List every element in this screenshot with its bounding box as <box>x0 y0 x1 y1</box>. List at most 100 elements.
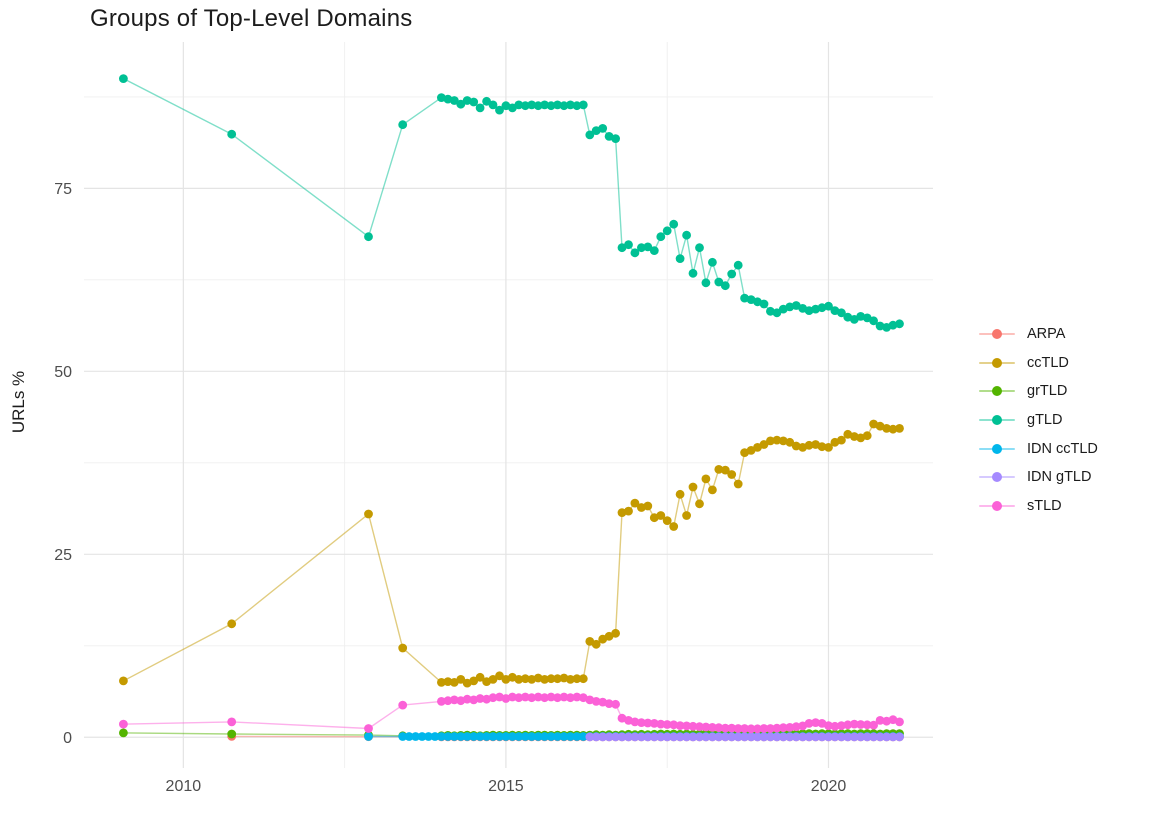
data-point <box>862 720 872 730</box>
data-point <box>798 732 808 742</box>
data-point <box>449 96 459 105</box>
data-point <box>701 722 711 732</box>
data-point <box>417 732 427 741</box>
data-point <box>759 299 769 309</box>
data-point <box>869 720 878 730</box>
data-point <box>630 732 640 742</box>
data-point <box>701 278 711 288</box>
data-point <box>785 732 795 742</box>
data-point <box>364 509 373 519</box>
data-point <box>843 732 853 742</box>
data-point <box>611 628 620 638</box>
data-point <box>895 319 904 329</box>
data-point <box>778 723 788 733</box>
data-point <box>520 101 530 111</box>
data-point <box>766 732 775 742</box>
data-point <box>714 732 724 742</box>
x-tick-label: 2015 <box>488 778 524 795</box>
data-point <box>227 717 237 727</box>
data-point <box>649 719 659 728</box>
data-point <box>740 724 749 733</box>
data-point <box>559 732 569 741</box>
legend-key-icon <box>979 442 1015 456</box>
series-line <box>123 77 900 329</box>
data-point <box>495 671 504 681</box>
data-point <box>566 675 575 684</box>
data-point <box>856 732 866 742</box>
data-point <box>456 732 466 741</box>
data-point <box>566 693 575 703</box>
legend: ARPA ccTLD grTLD gTLD IDN ccTLD IDN gTLD sTLD <box>979 320 1098 520</box>
data-point <box>714 465 724 474</box>
data-point <box>888 732 898 742</box>
data-point <box>630 498 640 508</box>
data-point <box>398 732 408 741</box>
legend-key-icon <box>979 470 1015 484</box>
legend-item-arpa: ARPA <box>979 320 1098 349</box>
data-point <box>475 672 485 682</box>
data-point <box>566 732 575 741</box>
data-point <box>759 732 769 742</box>
data-point <box>488 100 498 110</box>
data-point <box>695 722 704 732</box>
data-point <box>772 308 782 318</box>
data-point <box>559 692 569 702</box>
data-point <box>546 674 556 684</box>
data-point <box>811 718 820 727</box>
data-point <box>469 732 479 741</box>
data-point <box>475 732 485 741</box>
legend-label: ARPA <box>1027 326 1066 343</box>
data-point <box>449 695 459 705</box>
data-point <box>791 722 801 732</box>
data-point <box>604 732 614 742</box>
data-point <box>533 732 543 741</box>
data-point <box>443 696 453 706</box>
data-point <box>849 732 859 742</box>
data-point <box>482 96 491 106</box>
data-point <box>398 120 408 130</box>
data-point <box>669 732 679 742</box>
data-point <box>398 700 408 710</box>
data-point <box>540 732 549 741</box>
data-point <box>714 723 724 733</box>
data-point <box>578 100 588 110</box>
data-point <box>688 482 698 492</box>
data-point <box>475 694 485 703</box>
data-point <box>688 268 698 278</box>
data-point <box>662 732 672 742</box>
chart-title: Groups of Top-Level Domains <box>90 5 413 32</box>
data-point <box>824 732 833 742</box>
data-point <box>720 281 730 291</box>
data-point <box>617 732 627 742</box>
data-point <box>727 732 737 742</box>
legend-item-grtld: grTLD <box>979 377 1098 406</box>
data-point <box>824 443 833 452</box>
data-point <box>514 693 524 703</box>
legend-label: gTLD <box>1027 412 1063 429</box>
data-point <box>688 721 698 731</box>
data-point <box>708 723 717 732</box>
data-point <box>746 724 756 734</box>
legend-key-icon <box>979 356 1015 370</box>
data-point <box>553 100 562 110</box>
data-point <box>695 243 704 253</box>
data-point <box>759 440 769 449</box>
data-point <box>462 694 472 704</box>
data-point <box>449 732 459 741</box>
data-point <box>578 674 588 684</box>
data-point <box>701 474 711 484</box>
data-point <box>514 100 524 110</box>
data-point <box>817 442 827 452</box>
data-point <box>119 728 128 738</box>
data-point <box>875 716 885 725</box>
data-point <box>443 677 453 686</box>
data-point <box>869 732 878 742</box>
data-point <box>708 257 717 267</box>
data-point <box>624 732 633 742</box>
data-point <box>766 436 775 446</box>
data-point <box>837 721 846 730</box>
data-point <box>508 692 517 702</box>
data-point <box>895 717 904 727</box>
data-point <box>688 732 698 742</box>
